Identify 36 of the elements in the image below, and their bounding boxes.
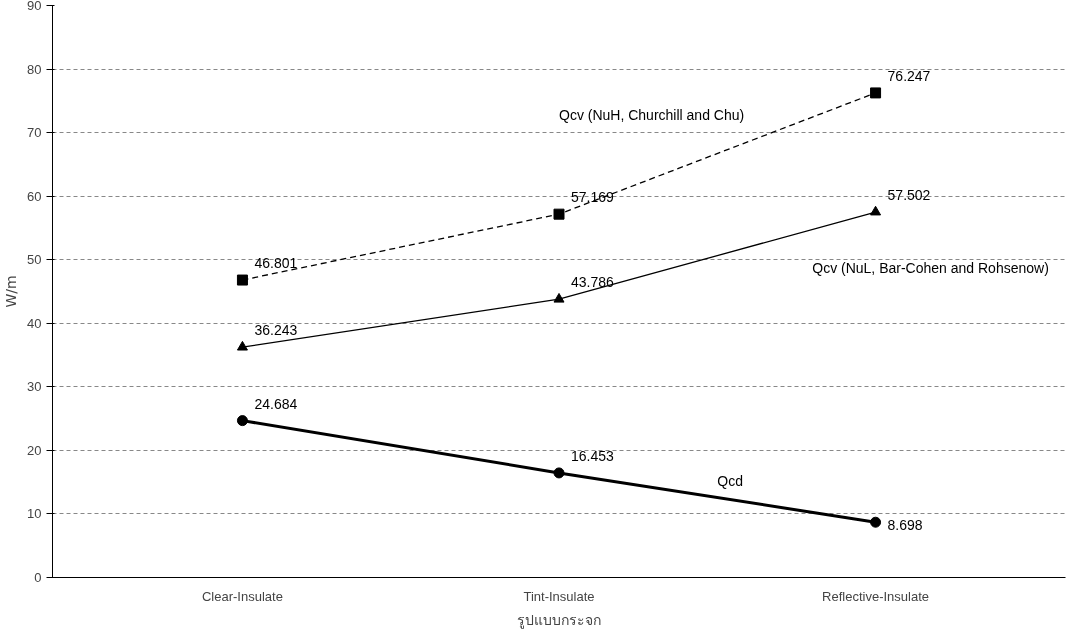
point [870, 205, 882, 216]
data-label: 57.502 [887, 187, 931, 204]
text: Qcv (NuL, Bar-Cohen and Rohsenow) [812, 259, 1049, 276]
series-label: Qcv (NuH, Churchill and Chu) [559, 107, 745, 124]
x-tick-label: Clear-Insulate [201, 588, 283, 604]
x-tick-label: Reflective-Insulate [822, 588, 930, 604]
y-tick-label: 60 [27, 188, 42, 204]
data-label: 36.243 [254, 322, 298, 339]
point [553, 467, 565, 479]
data-label: 16.453 [571, 447, 615, 464]
y-tick-label: 0 [34, 570, 42, 585]
point [236, 340, 248, 351]
data-label: 76.247 [887, 67, 931, 84]
y-tick-label: 40 [27, 315, 42, 331]
x-tick-label: Tint-Insulate [523, 588, 595, 604]
y-tick-label: 30 [27, 379, 42, 395]
point [553, 292, 565, 303]
data-label: 57.169 [571, 189, 615, 206]
data-label: 8.698 [887, 517, 923, 534]
point [870, 516, 882, 528]
point [870, 87, 882, 99]
point [236, 415, 248, 427]
y-tick-label: 10 [27, 506, 42, 522]
y-tick-label: 80 [27, 61, 42, 77]
y-tick-label: 70 [27, 125, 42, 141]
point [236, 274, 248, 286]
y-tick-label: 90 [27, 0, 42, 13]
y-tick-label: 20 [27, 442, 42, 458]
series-label: Qcd [717, 472, 743, 489]
data-label: 46.801 [254, 255, 298, 272]
data-label: 24.684 [254, 395, 298, 412]
y-axis-title: W/m [3, 275, 20, 308]
y-tick-label: 50 [27, 252, 42, 268]
x-axis-title: รูปแบบกระจก [517, 611, 601, 629]
data-label: 43.786 [571, 274, 615, 291]
point [553, 208, 565, 220]
